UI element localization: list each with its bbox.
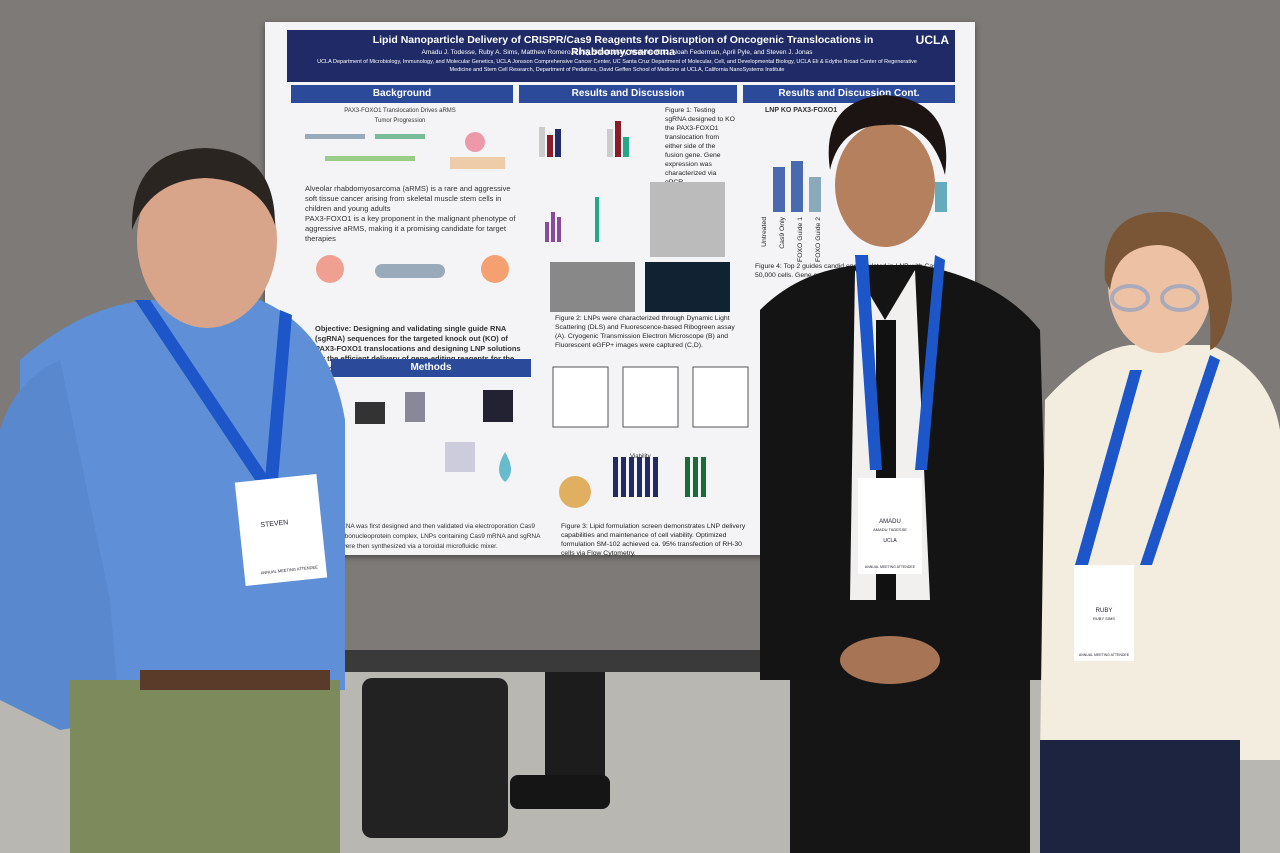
- person-left: [0, 148, 345, 853]
- section-header: Methods: [331, 359, 531, 377]
- badge-footer: ANNUAL MEETING ATTENDEE: [260, 564, 318, 575]
- poster-banner: Lipid Nanoparticle Delivery of CRISPR/Ca…: [287, 30, 955, 82]
- badge-org: UCLA: [883, 538, 897, 544]
- badge-fullname: RUBY SIMS: [1093, 616, 1115, 621]
- badge-footer: ANNUAL MEETING ATTENDEE: [1079, 653, 1130, 657]
- figure-title: LNP KO PAX3-FOXO1: [765, 107, 838, 114]
- figure-1: [539, 121, 629, 157]
- passerby-legs: [545, 672, 605, 792]
- person-middle: [760, 95, 1050, 853]
- authors: Amadu J. Todesse, Ruby A. Sims, Matthew …: [421, 49, 813, 56]
- affiliations: UCLA Department of Microbiology, Immunol…: [317, 59, 917, 73]
- badge-name: STEVEN: [260, 519, 289, 529]
- bullet: PAX3-FOXO1 is a key proponent in the mal…: [305, 214, 516, 243]
- person-right: [1040, 211, 1280, 853]
- section-header: Background: [291, 85, 513, 103]
- logo: UCLA: [915, 33, 949, 47]
- figure-3: [552, 366, 749, 508]
- badge-fullname: AMADU TADESSE: [873, 527, 907, 532]
- diagram: [316, 255, 509, 283]
- heading: PAX3-FOXO1 Translocation Drives aRMS Tum…: [344, 108, 456, 124]
- badge: AMADU AMADU TADESSE UCLA ANNUAL MEETING …: [858, 478, 922, 574]
- figure-caption: Figure 2: LNPs were characterized throug…: [555, 315, 735, 349]
- shoe: [510, 775, 610, 809]
- label: Viability: [630, 454, 651, 460]
- badge-name: AMADU: [879, 519, 901, 525]
- badge: STEVEN ANNUAL MEETING ATTENDEE: [234, 473, 328, 587]
- section-header: Results and Discussion: [519, 85, 737, 103]
- badge: RUBY RUBY SIMS ANNUAL MEETING ATTENDEE: [1074, 565, 1134, 661]
- methods-diagram: [355, 390, 513, 482]
- poster-title: Lipid Nanoparticle Delivery of CRISPR/Ca…: [372, 34, 874, 58]
- figure-2: [545, 182, 730, 312]
- diagram: [305, 132, 505, 169]
- badge-name: RUBY: [1096, 608, 1113, 614]
- bullet: Alveolar rhabdomyosarcoma (aRMS) is a ra…: [305, 184, 511, 213]
- figure-4: [773, 161, 947, 212]
- figure-caption: Figure 3: Lipid formulation screen demon…: [561, 523, 746, 557]
- suitcase: [362, 678, 508, 838]
- badge-footer: ANNUAL MEETING ATTENDEE: [865, 565, 916, 569]
- methods-text: RNA was first designed and then validate…: [341, 523, 541, 550]
